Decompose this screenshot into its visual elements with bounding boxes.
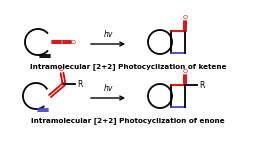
Text: O: O bbox=[59, 67, 63, 71]
Text: R: R bbox=[199, 81, 204, 89]
Text: O: O bbox=[182, 14, 188, 20]
Text: O: O bbox=[182, 69, 188, 73]
Text: Intramolecular [2+2] Photocyclization of ketene: Intramolecular [2+2] Photocyclization of… bbox=[30, 63, 226, 70]
Text: hv: hv bbox=[103, 30, 113, 39]
Text: R: R bbox=[77, 79, 82, 89]
Text: hv: hv bbox=[103, 84, 113, 93]
Text: C: C bbox=[59, 39, 64, 45]
Text: Intramolecular [2+2] Photocyclization of enone: Intramolecular [2+2] Photocyclization of… bbox=[31, 117, 225, 124]
Text: O: O bbox=[70, 39, 76, 45]
